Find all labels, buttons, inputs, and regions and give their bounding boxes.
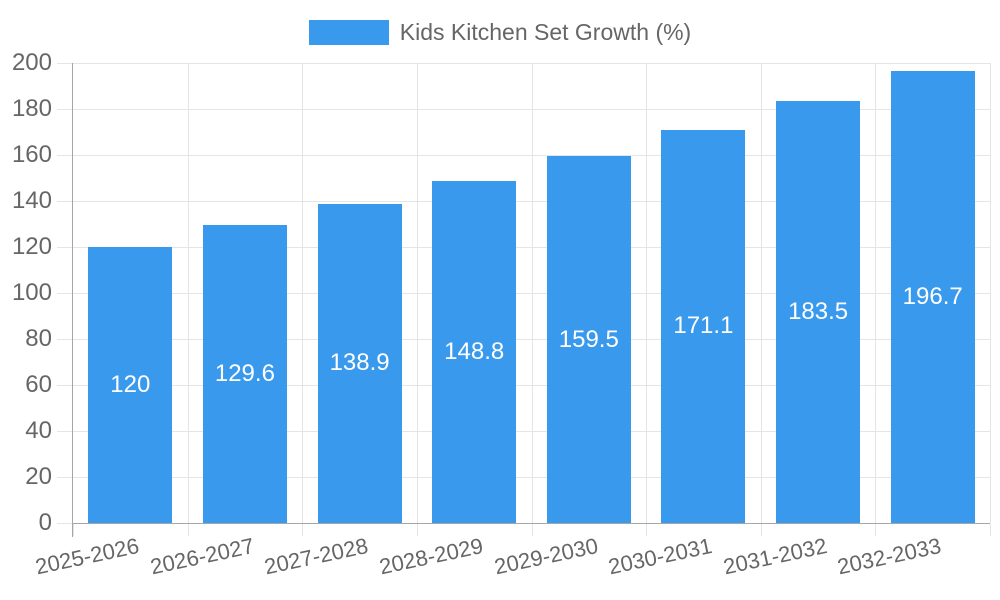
bar-value-label: 148.8 [444, 337, 505, 365]
y-tick [57, 247, 73, 248]
y-gridline [73, 339, 990, 340]
y-axis-line [72, 63, 73, 537]
x-axis-line [73, 523, 990, 524]
bar-value-label: 196.7 [902, 282, 963, 310]
y-gridline [73, 293, 990, 294]
y-tick-label: 60 [25, 371, 52, 398]
y-tick [57, 63, 73, 64]
x-gridline [761, 63, 762, 523]
x-tick [188, 524, 189, 536]
y-gridline [73, 431, 990, 432]
x-gridline [188, 63, 189, 523]
x-tick-label: 2032-2033 [835, 533, 944, 580]
y-tick-label: 0 [38, 509, 52, 536]
x-tick [761, 524, 762, 536]
bar-value-label: 171.1 [673, 312, 734, 340]
bar[interactable] [202, 224, 287, 523]
bar[interactable] [317, 203, 402, 523]
y-tick-label: 100 [11, 279, 52, 306]
x-gridline [532, 63, 533, 523]
y-tick-label: 40 [25, 417, 52, 444]
x-tick [646, 524, 647, 536]
y-gridline [73, 477, 990, 478]
bar[interactable] [546, 156, 631, 523]
y-tick-label: 20 [25, 463, 52, 490]
x-tick-label: 2026-2027 [147, 533, 256, 580]
x-tick [73, 524, 74, 536]
bar[interactable] [88, 247, 173, 523]
x-gridline [646, 63, 647, 523]
y-tick [57, 523, 73, 524]
y-gridline [73, 385, 990, 386]
y-tick-label: 80 [25, 325, 52, 352]
chart-legend[interactable]: Kids Kitchen Set Growth (%) [0, 20, 1000, 45]
x-gridline [417, 63, 418, 523]
bar-value-label: 120 [110, 371, 151, 398]
y-tick [57, 109, 73, 110]
x-gridline [302, 63, 303, 523]
y-tick [57, 339, 73, 340]
y-tick [57, 477, 73, 478]
x-tick [302, 524, 303, 536]
bar[interactable] [890, 70, 975, 523]
y-tick-label: 140 [11, 187, 52, 214]
y-tick-label: 180 [11, 95, 52, 122]
bar-value-label: 138.9 [329, 349, 390, 377]
y-tick [57, 201, 73, 202]
y-gridline [73, 155, 990, 156]
y-tick-label: 120 [11, 233, 52, 260]
x-gridline [875, 63, 876, 523]
legend-swatch [308, 20, 389, 45]
x-tick-label: 2030-2031 [606, 533, 715, 580]
y-tick-label: 200 [11, 49, 52, 76]
x-tick-label: 2031-2032 [720, 533, 830, 580]
x-tick [532, 524, 533, 536]
y-tick [57, 431, 73, 432]
bar[interactable] [661, 129, 746, 523]
x-tick [417, 524, 418, 536]
legend-label: Kids Kitchen Set Growth (%) [399, 19, 692, 45]
x-tick-label: 2028-2029 [377, 533, 486, 580]
x-gridline [990, 63, 991, 523]
y-tick [57, 385, 73, 386]
y-tick [57, 293, 73, 294]
x-tick [875, 524, 876, 536]
x-tick-label: 2025-2026 [33, 533, 142, 580]
x-tick-label: 2029-2030 [491, 533, 600, 580]
y-gridline [73, 109, 990, 110]
bar[interactable] [776, 100, 861, 523]
y-gridline [73, 201, 990, 202]
bar-value-label: 159.5 [558, 325, 619, 353]
y-gridline [73, 63, 990, 64]
bar-value-label: 129.6 [214, 360, 275, 387]
x-tick-label: 2027-2028 [262, 533, 371, 580]
y-tick-label: 160 [11, 141, 52, 168]
x-tick [990, 524, 991, 536]
y-gridline [73, 247, 990, 248]
bar-value-label: 183.5 [788, 298, 849, 325]
bar[interactable] [432, 180, 517, 523]
y-tick [57, 155, 73, 156]
